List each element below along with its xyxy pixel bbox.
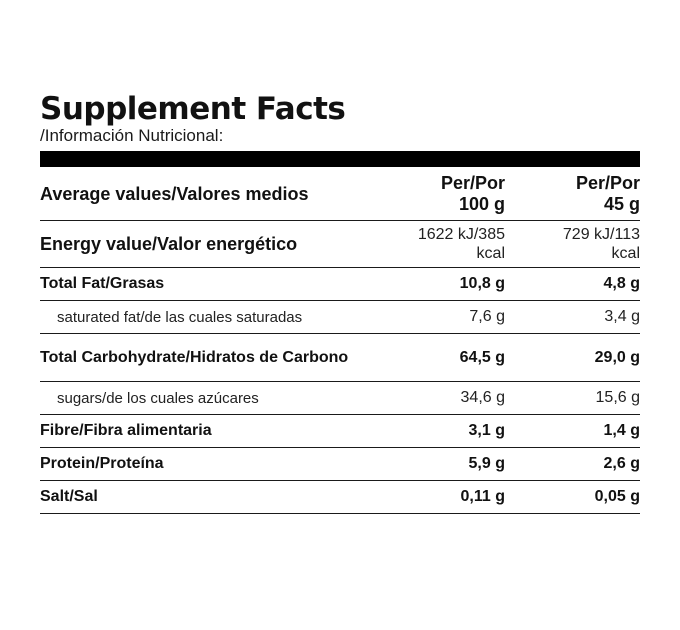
- header-divider-bar: [40, 151, 640, 167]
- value-per-100g: 10,8 g: [402, 267, 505, 301]
- header-per-45g: Per/Por 45 g: [505, 167, 640, 221]
- value-per-45g: 3,4 g: [505, 300, 640, 334]
- energy-label: Energy value/Valor energético: [40, 220, 402, 268]
- table-header-row: Average values/Valores medios Per/Por 10…: [40, 167, 640, 221]
- value-per-45g: 15,6 g: [505, 381, 640, 415]
- panel-title: Supplement Facts: [40, 91, 346, 127]
- value-per-45g: 2,6 g: [505, 447, 640, 481]
- panel-subtitle: /Información Nutricional:: [40, 126, 224, 145]
- value-per-45g: 0,05 g: [505, 480, 640, 514]
- energy-per-45g-line1: 729 kJ/113: [562, 226, 640, 243]
- energy-per-100g: 1622 kJ/385 kcal: [402, 220, 505, 268]
- value-per-100g: 64,5 g: [402, 333, 505, 382]
- value-per-100g: 0,11 g: [402, 480, 505, 514]
- nutrient-label: sugars/de los cuales azúcares: [40, 381, 402, 415]
- energy-per-100g-line2: kcal: [476, 245, 505, 262]
- nutrient-label: Protein/Proteína: [40, 447, 402, 481]
- header-per-100g-line1: Per/Por: [440, 172, 505, 193]
- header-per-45g-line1: Per/Por: [575, 172, 640, 193]
- value-per-45g: 29,0 g: [505, 333, 640, 382]
- table-row-protein: Protein/Proteína 5,9 g 2,6 g: [40, 447, 640, 481]
- header-per-45g-line2: 45 g: [603, 193, 640, 214]
- header-label: Average values/Valores medios: [40, 167, 402, 221]
- table-row-sugars: sugars/de los cuales azúcares 34,6 g 15,…: [40, 381, 640, 415]
- nutrient-label: Total Carbohydrate/Hidratos de Carbono: [40, 333, 402, 382]
- nutrient-label: Fibre/Fibra alimentaria: [40, 414, 402, 448]
- table-row-salt: Salt/Sal 0,11 g 0,05 g: [40, 480, 640, 514]
- energy-per-45g-line2: kcal: [611, 245, 640, 262]
- value-per-45g: 4,8 g: [505, 267, 640, 301]
- value-per-100g: 3,1 g: [402, 414, 505, 448]
- header-per-100g-line2: 100 g: [458, 193, 505, 214]
- table-row-fibre: Fibre/Fibra alimentaria 3,1 g 1,4 g: [40, 414, 640, 448]
- table-row-saturated-fat: saturated fat/de las cuales saturadas 7,…: [40, 300, 640, 334]
- value-per-100g: 5,9 g: [402, 447, 505, 481]
- value-per-100g: 7,6 g: [402, 300, 505, 334]
- table-row-energy: Energy value/Valor energético 1622 kJ/38…: [40, 220, 640, 268]
- nutrient-label: Total Fat/Grasas: [40, 267, 402, 301]
- energy-per-45g: 729 kJ/113 kcal: [505, 220, 640, 268]
- table-row-carbohydrate: Total Carbohydrate/Hidratos de Carbono 6…: [40, 333, 640, 382]
- header-per-100g: Per/Por 100 g: [402, 167, 505, 221]
- nutrition-table: Average values/Valores medios Per/Por 10…: [40, 167, 640, 514]
- table-row-total-fat: Total Fat/Grasas 10,8 g 4,8 g: [40, 267, 640, 301]
- value-per-45g: 1,4 g: [505, 414, 640, 448]
- supplement-facts-panel: Supplement Facts /Información Nutriciona…: [40, 92, 640, 514]
- energy-per-100g-line1: 1622 kJ/385: [417, 226, 505, 243]
- nutrient-label: saturated fat/de las cuales saturadas: [40, 300, 402, 334]
- value-per-100g: 34,6 g: [402, 381, 505, 415]
- nutrient-label: Salt/Sal: [40, 480, 402, 514]
